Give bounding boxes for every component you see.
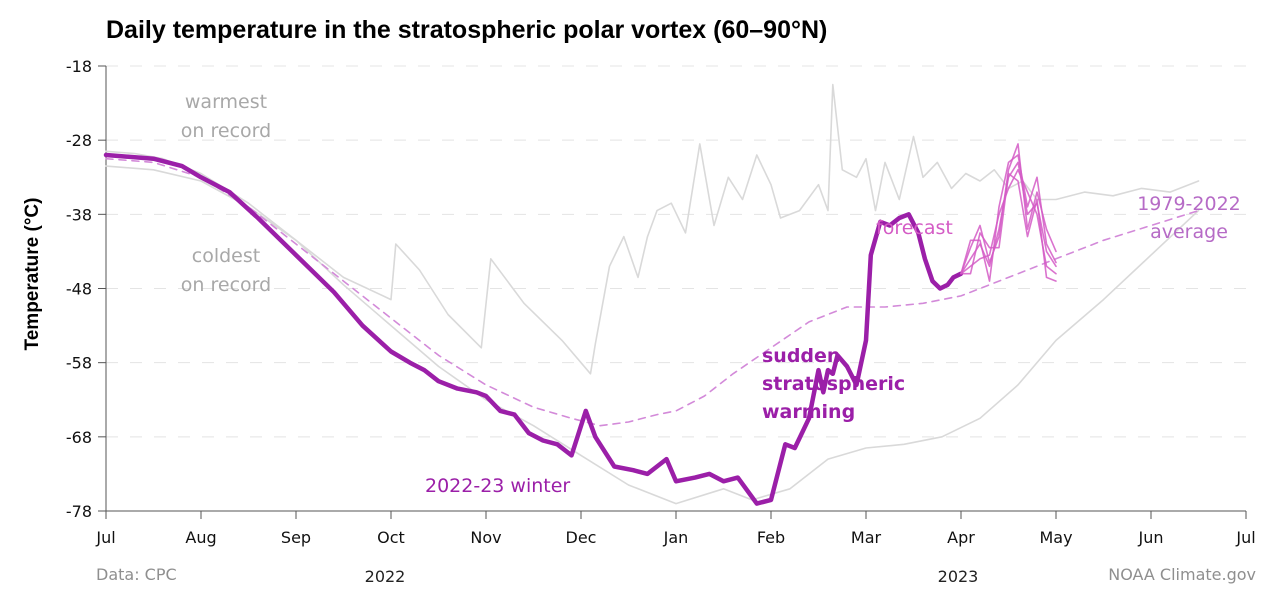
ssw-label-line2: stratospheric bbox=[762, 373, 905, 395]
ssw-label-line1: sudden bbox=[762, 345, 840, 367]
x-tick-label: Sep bbox=[281, 528, 311, 547]
ssw-label-line3: warming bbox=[762, 401, 855, 423]
winter-label: 2022-23 winter bbox=[425, 475, 570, 497]
x-tick-label: Jun bbox=[1138, 528, 1164, 547]
forecast-member-2 bbox=[960, 169, 1057, 275]
warmest-label-line2: on record bbox=[181, 120, 271, 142]
y-tick-label: -68 bbox=[66, 428, 92, 447]
x-tick-label: Dec bbox=[566, 528, 597, 547]
warmest-label-line1: warmest bbox=[185, 91, 267, 113]
average-label-line2: average bbox=[1150, 221, 1228, 243]
y-axis-label: Temperature (°C) bbox=[22, 198, 43, 351]
forecast-member-3 bbox=[960, 154, 1057, 282]
x-tick-label: Mar bbox=[851, 528, 882, 547]
warmest-record-line bbox=[105, 83, 1200, 375]
grid bbox=[106, 65, 1256, 512]
coldest-label-line1: coldest bbox=[192, 245, 260, 267]
x-tick-label: Oct bbox=[377, 528, 405, 547]
x-tick-label: Jul bbox=[1235, 528, 1255, 547]
average-label-line1: 1979-2022 bbox=[1137, 193, 1241, 215]
x-axis: Jul Aug Sep Oct Nov Dec Jan Feb Mar Apr May Jun Jul bbox=[95, 510, 1256, 547]
coldest-record-line bbox=[105, 165, 1200, 505]
x-tick-label: Jan bbox=[663, 528, 689, 547]
winter-2022-23-line bbox=[103, 152, 964, 506]
chart-title: Daily temperature in the stratospheric p… bbox=[106, 16, 827, 44]
coldest-label-line2: on record bbox=[181, 274, 271, 296]
y-tick-label: -38 bbox=[66, 205, 92, 224]
x-tick-label: May bbox=[1039, 528, 1072, 547]
year-label-2022: 2022 bbox=[365, 567, 406, 586]
forecast-member-4 bbox=[960, 172, 1057, 282]
average-line bbox=[105, 157, 1200, 427]
x-tick-label: Feb bbox=[757, 528, 785, 547]
x-tick-label: Apr bbox=[947, 528, 975, 547]
series-group bbox=[103, 83, 1200, 506]
y-tick-label: -18 bbox=[66, 57, 92, 76]
forecast-label: forecast bbox=[876, 217, 953, 239]
y-tick-label: -48 bbox=[66, 280, 92, 299]
y-axis-ticks: -18 -28 -38 -48 -58 -68 -78 bbox=[66, 57, 107, 521]
x-tick-label: Aug bbox=[185, 528, 216, 547]
y-tick-label: -28 bbox=[66, 131, 92, 150]
year-label-2023: 2023 bbox=[938, 567, 979, 586]
y-tick-label: -78 bbox=[66, 502, 92, 521]
x-tick-label: Jul bbox=[95, 528, 115, 547]
x-tick-label: Nov bbox=[470, 528, 501, 547]
source-text: Data: CPC bbox=[96, 565, 177, 584]
credit-text: NOAA Climate.gov bbox=[1108, 565, 1256, 584]
y-tick-label: -58 bbox=[66, 354, 92, 373]
